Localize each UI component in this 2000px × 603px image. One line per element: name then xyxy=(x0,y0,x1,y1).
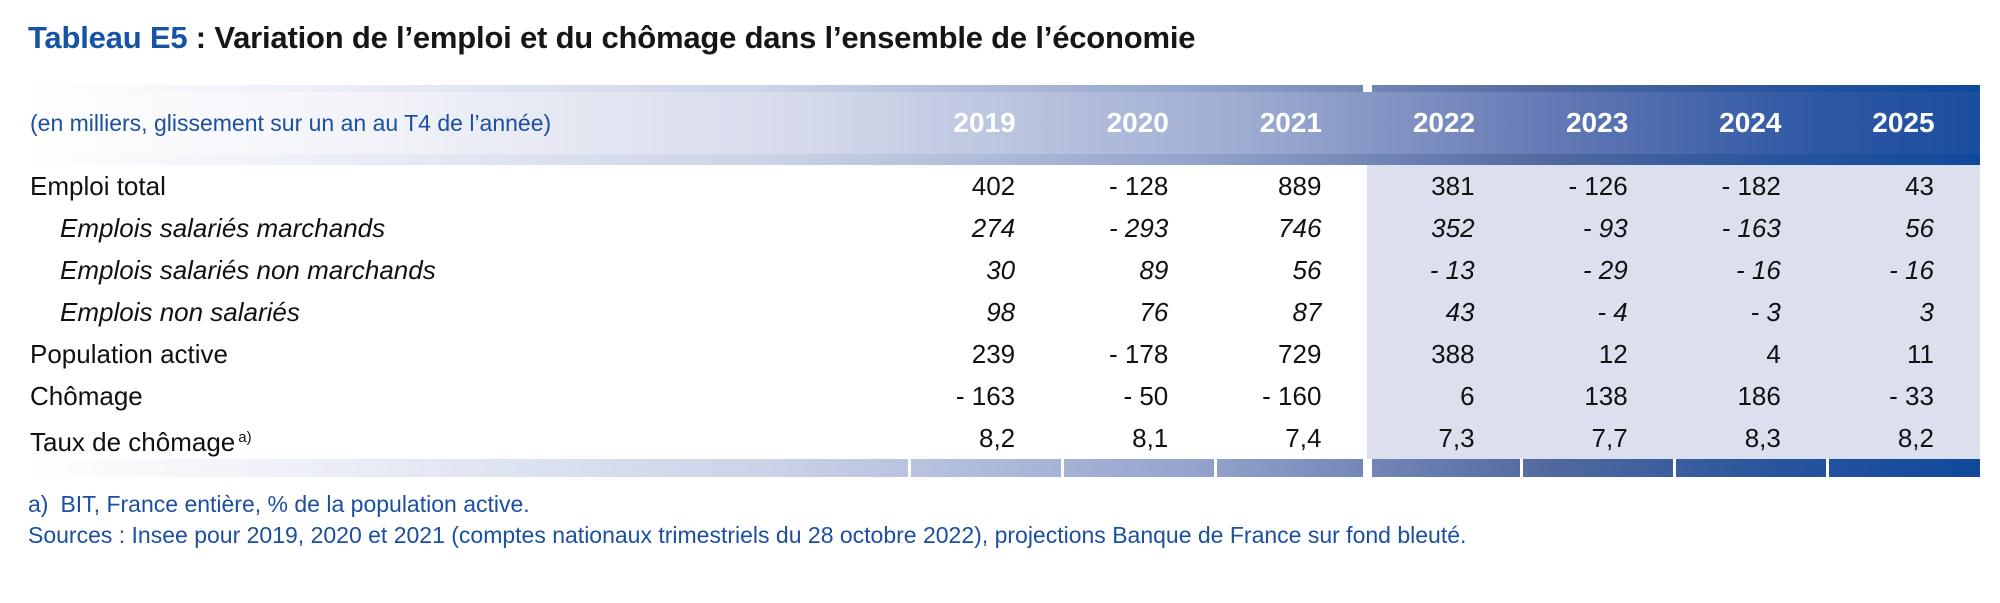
table-title-text: : Variation de l’emploi et du chômage da… xyxy=(187,20,1196,55)
row-label: Emplois salariés non marchands xyxy=(60,255,436,285)
table-row-emploi-total: Emploi total 402 - 128 889 381 - 126 - 1… xyxy=(24,165,1980,207)
page-title: Tableau E5 : Variation de l’emploi et du… xyxy=(28,20,1196,56)
value-cell: 8,1 xyxy=(1132,423,1169,453)
table-body: Emploi total 402 - 128 889 381 - 126 - 1… xyxy=(24,165,1980,459)
table-row-taux-de-chomage: Taux de chômage a) 8,2 8,1 7,4 7,3 7,7 8,… xyxy=(24,417,1980,459)
footnote-a: a) BIT, France entière, % de la populatio… xyxy=(28,489,1466,520)
projection-separator-gap xyxy=(1363,85,1372,92)
value-cell-projection: - 3 xyxy=(1673,291,1827,333)
table-header-row: (en milliers, glissement sur un an au T4… xyxy=(24,92,1980,154)
row-label: Chômage xyxy=(30,381,143,411)
value-cell: 76 xyxy=(1139,297,1169,327)
value-cell: - 163 xyxy=(955,381,1016,411)
column-separator-gap xyxy=(1520,459,1523,477)
value-cell-projection: 8,2 xyxy=(1826,417,1980,459)
value-cell-projection: - 126 xyxy=(1520,165,1674,207)
value-cell-projection: 381 xyxy=(1367,165,1521,207)
value-cell: 729 xyxy=(1278,339,1322,369)
value-cell-projection: 7,7 xyxy=(1520,417,1674,459)
col-header-year-2019: 2019 xyxy=(953,107,1016,138)
value-cell: 889 xyxy=(1278,171,1322,201)
column-separator-gap xyxy=(1673,459,1676,477)
value-cell: - 293 xyxy=(1109,213,1169,243)
value-cell: 87 xyxy=(1292,297,1322,327)
value-cell-projection: - 16 xyxy=(1826,249,1980,291)
value-cell-projection: - 33 xyxy=(1826,375,1980,417)
row-label: Population active xyxy=(30,339,229,369)
value-cell-projection: 56 xyxy=(1826,207,1980,249)
value-cell-projection: 11 xyxy=(1826,333,1980,375)
value-cell: 402 xyxy=(971,171,1016,201)
value-cell-projection: - 16 xyxy=(1673,249,1827,291)
value-cell-projection: 6 xyxy=(1367,375,1521,417)
value-cell: 746 xyxy=(1278,213,1322,243)
header-top-rule xyxy=(24,85,1980,92)
employment-table: (en milliers, glissement sur un an au T4… xyxy=(24,85,1980,477)
col-header-year-2025: 2025 xyxy=(1872,107,1935,138)
projection-separator-gap xyxy=(1363,459,1372,477)
row-label: Emploi total xyxy=(30,171,166,201)
value-cell-projection: 3 xyxy=(1826,291,1980,333)
table-row-emplois-non-salaries: Emplois non salariés 98 76 87 43 - 4 - 3… xyxy=(24,291,1980,333)
sources-line: Sources : Insee pour 2019, 2020 et 2021 … xyxy=(28,522,1467,548)
col-header-year-2024: 2024 xyxy=(1719,107,1782,138)
row-label: Emplois non salariés xyxy=(60,297,300,327)
value-cell: 98 xyxy=(986,297,1016,327)
value-cell: - 50 xyxy=(1123,381,1169,411)
value-cell: 274 xyxy=(971,213,1016,243)
row-label: Taux de chômage a) xyxy=(24,417,908,459)
value-cell-projection: - 4 xyxy=(1520,291,1674,333)
footnote-marker: a) xyxy=(238,429,252,446)
column-separator-gap xyxy=(908,459,911,477)
table-row-chomage: Chômage - 163 - 50 - 160 6 138 186 - 33 xyxy=(24,375,1980,417)
value-cell-projection: - 13 xyxy=(1367,249,1521,291)
value-cell-projection: 138 xyxy=(1520,375,1674,417)
row-label: Emplois salariés marchands xyxy=(60,213,386,243)
column-separator-gap xyxy=(1826,459,1829,477)
value-cell-projection: 7,3 xyxy=(1367,417,1521,459)
value-cell: 8,2 xyxy=(978,423,1016,453)
footnote-a-text: BIT, France entière, % de la population … xyxy=(60,491,530,517)
value-cell: - 128 xyxy=(1109,171,1169,201)
value-cell-projection: 352 xyxy=(1367,207,1521,249)
header-bottom-rule xyxy=(24,154,1980,165)
table-footnotes: a) BIT, France entière, % de la populatio… xyxy=(28,489,1466,551)
value-cell-projection: - 182 xyxy=(1673,165,1827,207)
table-number: Tableau E5 xyxy=(28,20,188,55)
value-cell-projection: 186 xyxy=(1673,375,1827,417)
value-cell: - 178 xyxy=(1109,339,1169,369)
unit-caption: (en milliers, glissement sur un an au T4… xyxy=(30,110,552,136)
value-cell: 56 xyxy=(1292,255,1322,285)
value-cell: 7,4 xyxy=(1285,423,1322,453)
value-cell-projection: 4 xyxy=(1673,333,1827,375)
table-bottom-rule xyxy=(24,459,1980,477)
table-row-population-active: Population active 239 - 178 729 388 12 4… xyxy=(24,333,1980,375)
value-cell-projection: 12 xyxy=(1520,333,1674,375)
value-cell: 30 xyxy=(986,255,1016,285)
value-cell: 89 xyxy=(1139,255,1169,285)
table-row-emplois-salaries-non-marchands: Emplois salariés non marchands 30 89 56 … xyxy=(24,249,1980,291)
col-header-year-2023: 2023 xyxy=(1565,107,1629,138)
value-cell-projection: - 29 xyxy=(1520,249,1674,291)
table-row-emplois-salaries-marchands: Emplois salariés marchands 274 - 293 746… xyxy=(24,207,1980,249)
footnote-a-marker: a) xyxy=(28,491,49,517)
value-cell-projection: 8,3 xyxy=(1673,417,1827,459)
row-label-text: Taux de chômage xyxy=(30,427,236,457)
value-cell-projection: - 93 xyxy=(1520,207,1674,249)
col-header-year-2022: 2022 xyxy=(1412,107,1476,138)
value-cell-projection: 388 xyxy=(1367,333,1521,375)
column-separator-gap xyxy=(1061,459,1064,477)
value-cell-projection: 43 xyxy=(1367,291,1521,333)
value-cell: 239 xyxy=(971,339,1016,369)
col-header-year-2021: 2021 xyxy=(1259,107,1322,138)
value-cell-projection: - 163 xyxy=(1673,207,1827,249)
col-header-year-2020: 2020 xyxy=(1106,107,1169,138)
value-cell: - 160 xyxy=(1262,381,1322,411)
column-separator-gap xyxy=(1214,459,1217,477)
value-cell-projection: 43 xyxy=(1826,165,1980,207)
